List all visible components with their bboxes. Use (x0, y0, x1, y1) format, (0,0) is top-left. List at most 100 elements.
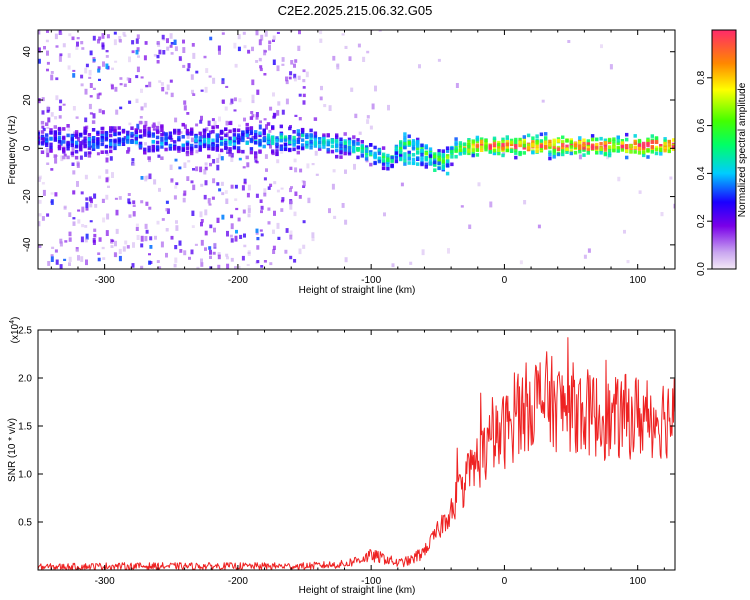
spectrogram-y-label: Frequency (Hz) (7, 116, 18, 185)
spectrogram-cell (294, 59, 298, 63)
colorbar-tick-label: 0.6 (696, 118, 707, 132)
spectrogram-cell (245, 133, 249, 138)
spectrogram-cell (292, 130, 296, 134)
spectrogram-cell (539, 144, 544, 149)
spectrogram-cell (90, 198, 93, 204)
spectrogram-cell (140, 176, 144, 180)
spectrogram-cell (492, 136, 497, 141)
spectrogram-cell (207, 120, 211, 126)
spectrogram-cell (475, 135, 480, 140)
spectrogram-cell (260, 205, 264, 210)
spectrogram-cell (109, 156, 113, 161)
spectrogram-cell (126, 245, 130, 249)
spectrogram-cell (271, 137, 275, 142)
spectrogram-cell (53, 125, 57, 129)
spectrogram-cell (220, 181, 224, 186)
spectrogram-cell (535, 147, 539, 151)
spectrogram-cell (105, 50, 109, 53)
spectrogram-cell (242, 209, 246, 214)
spectrogram-cell (522, 146, 526, 150)
spectrogram-cell (93, 233, 97, 238)
spectrogram-cell (238, 124, 241, 127)
spectrogram-cell (273, 210, 276, 216)
spectrogram-cell (157, 41, 161, 47)
spectrogram-cell (505, 148, 509, 153)
spectrogram-cell (98, 108, 102, 113)
spectrogram-cell (526, 133, 531, 138)
spectrogram-cell (229, 234, 233, 238)
spectrogram-cell (202, 135, 207, 139)
spectrogram-cell (135, 223, 139, 228)
spectrogram-cell (332, 55, 336, 61)
spectrogram-cell (411, 153, 416, 157)
spectrogram-cell (50, 112, 54, 117)
spectrogram-cell (447, 248, 450, 254)
spectrogram-cell (569, 151, 573, 156)
spectrogram-cell (247, 205, 251, 211)
spectrogram-cell (41, 216, 45, 221)
spectrogram-cell (663, 137, 667, 141)
spectrogram-cell (177, 149, 181, 153)
spectrogram-cell (55, 95, 59, 101)
spectrogram-cell (38, 175, 42, 180)
spectrogram-cell (97, 66, 101, 70)
spectrogram-cell (233, 97, 237, 102)
spectrogram-cell (228, 152, 232, 157)
y-tick-label: 1.0 (18, 470, 32, 481)
spectrogram-cell (390, 159, 394, 163)
spectrogram-cell (185, 140, 190, 145)
spectrogram-cell (279, 138, 283, 143)
spectrogram-cell (416, 139, 420, 144)
spectrogram-cell (573, 143, 578, 148)
spectrogram-cell (607, 148, 612, 153)
spectrogram-cell (309, 140, 313, 144)
spectrogram-cell (118, 39, 122, 43)
spectrogram-cell (204, 166, 208, 171)
spectrogram-cell (386, 166, 390, 171)
spectrogram-cell (272, 245, 276, 250)
spectrogram-cell (269, 143, 272, 149)
spectrogram-cell (343, 148, 347, 153)
spectrogram-cell (198, 141, 202, 146)
spectrogram-cell (650, 134, 654, 138)
spectrogram-cell (185, 130, 190, 135)
spectrogram-cell (94, 204, 98, 208)
spectrogram-cell (174, 257, 178, 263)
spectrogram-cell (298, 30, 301, 35)
spectrogram-cell (85, 259, 88, 266)
spectrogram-cell (263, 73, 267, 76)
spectrogram-cell (552, 142, 556, 147)
spectrogram-cell (42, 127, 46, 132)
snr-plot-area (38, 337, 675, 570)
spectrogram-cell (259, 199, 263, 203)
spectrogram-cell (46, 213, 50, 217)
spectrogram-cell (467, 145, 471, 149)
spectrogram-cell (182, 64, 186, 68)
spectrogram-cell (157, 154, 161, 158)
spectrogram-cell (254, 135, 258, 140)
spectrogram-cell (207, 133, 211, 137)
spectrogram-cell (41, 110, 45, 115)
spectrogram-cell (72, 106, 76, 111)
spectrogram-cell (497, 140, 501, 145)
spectrogram-cell (306, 163, 310, 169)
spectrogram-cell (38, 221, 41, 227)
spectrogram-cell (234, 63, 238, 68)
spectrogram-cell (208, 246, 212, 250)
spectrogram-cell (147, 131, 151, 135)
spectrogram-cell (237, 46, 241, 52)
spectrogram-cell (296, 140, 300, 144)
spectrogram-cell (625, 132, 629, 137)
spectrogram-cell (428, 159, 433, 163)
spectrogram-cell (445, 156, 450, 160)
spectrogram-cell (49, 137, 53, 141)
spectrogram-cell (471, 144, 475, 149)
spectrogram-cell (134, 140, 138, 145)
spectrogram-cell (232, 133, 237, 137)
spectrogram-cell (59, 238, 63, 244)
spectrogram-cell (407, 150, 411, 155)
spectrogram-cell (62, 140, 66, 144)
spectrogram-cell (183, 124, 187, 130)
spectrogram-cell (165, 200, 169, 204)
spectrogram-cell (249, 137, 254, 142)
